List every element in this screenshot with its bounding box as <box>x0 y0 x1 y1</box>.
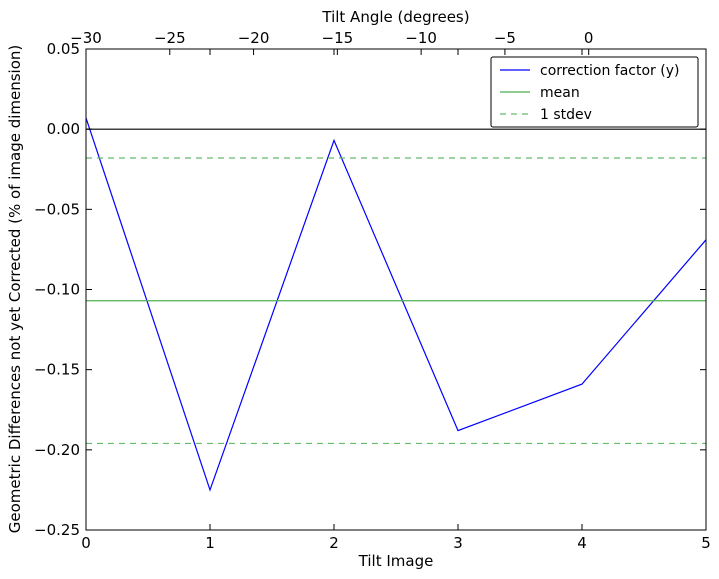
series-line-0 <box>85 117 707 492</box>
top-x-tick-label: −30 <box>70 29 102 47</box>
x-tick-label: 5 <box>701 534 711 552</box>
legend-box <box>490 56 699 128</box>
ticks <box>85 48 707 531</box>
legend-entry-correction: correction factor (y) <box>540 63 679 79</box>
x-axis-label: Tilt Image <box>358 552 434 570</box>
tick-labels: 0 1 2 3 4 5 −30 −25 −20 −15 −10 −5 0 0.05 0.00 −0.05 −0.… <box>34 29 711 552</box>
y-tick-label: −0.10 <box>34 281 80 299</box>
top-x-tick-label: −25 <box>154 29 186 47</box>
y-tick-label: −0.05 <box>34 200 80 218</box>
top-x-tick-label: 0 <box>584 29 594 47</box>
legend: correction factor (y) mean 1 stdev <box>490 56 699 128</box>
x-tick-label: 1 <box>205 534 215 552</box>
top-x-axis-label: Tilt Angle (degrees) <box>321 8 469 26</box>
y-tick-label: 0.00 <box>47 120 80 138</box>
top-x-tick-label: −20 <box>238 29 270 47</box>
y-tick-label: −0.15 <box>34 361 80 379</box>
y-tick-label: 0.05 <box>47 40 80 58</box>
x-tick-label: 2 <box>329 534 339 552</box>
y-tick-label: −0.25 <box>34 521 80 539</box>
x-tick-label: 3 <box>453 534 463 552</box>
x-tick-label: 0 <box>81 534 91 552</box>
y-axis-label: Geometric Differences not yet Corrected … <box>6 45 24 534</box>
legend-entry-stdev: 1 stdev <box>540 107 592 123</box>
x-tick-label: 4 <box>577 534 587 552</box>
plot-lines <box>85 117 707 492</box>
y-tick-label: −0.20 <box>34 441 80 459</box>
legend-entry-mean: mean <box>540 85 580 101</box>
top-x-tick-label: −5 <box>494 29 516 47</box>
top-x-tick-label: −15 <box>322 29 354 47</box>
top-x-tick-label: −10 <box>405 29 437 47</box>
